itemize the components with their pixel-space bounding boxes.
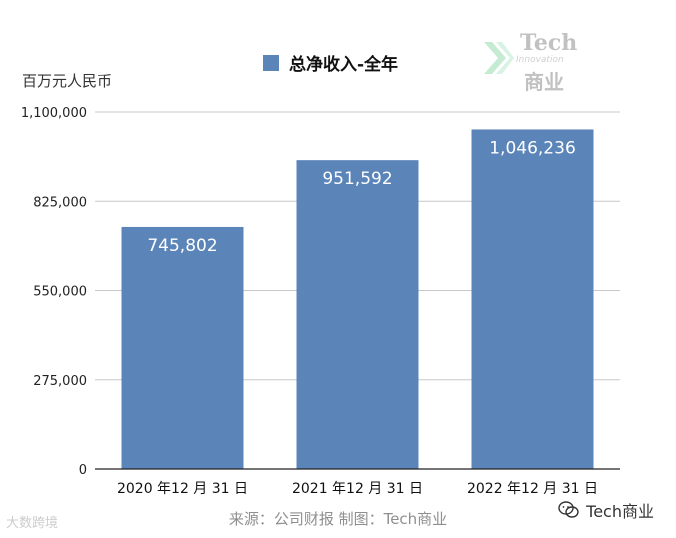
logo-innovation-text: Innovation bbox=[516, 55, 564, 65]
x-tick-label: 2022 年12 月 31 日 bbox=[467, 481, 598, 497]
bar bbox=[121, 226, 244, 469]
y-tick-label: 825,000 bbox=[33, 195, 87, 210]
y-tick-label: 0 bbox=[79, 463, 87, 478]
legend-label: 总净收入-全年 bbox=[289, 55, 399, 75]
y-unit-label: 百万元人民币 bbox=[22, 72, 113, 90]
data-label: 951,592 bbox=[322, 169, 392, 189]
y-tick-label: 1,100,000 bbox=[21, 106, 87, 121]
x-tick-label: 2020 年12 月 31 日 bbox=[117, 481, 248, 497]
x-tick-label: 2021 年12 月 31 日 bbox=[292, 481, 423, 497]
watermark-right-text: Tech商业 bbox=[586, 502, 654, 521]
bar bbox=[296, 160, 419, 469]
legend: 总净收入-全年 bbox=[263, 50, 398, 75]
watermark-right: Tech商业 bbox=[558, 498, 654, 522]
watermark-left: 大数跨境 bbox=[6, 516, 59, 531]
data-label: 1,046,236 bbox=[489, 138, 576, 158]
logo-chevron-icon bbox=[484, 42, 514, 74]
y-tick-label: 550,000 bbox=[33, 285, 87, 300]
tech-logo: Tech Innovation 商业 bbox=[480, 30, 590, 94]
wechat-icon bbox=[558, 501, 579, 518]
source-note: 来源：公司财报 制图：Tech商业 bbox=[228, 510, 448, 528]
legend-swatch bbox=[263, 54, 279, 71]
bar bbox=[471, 129, 594, 470]
logo-cn-text: 商业 bbox=[524, 70, 564, 94]
logo-tech-text: Tech bbox=[520, 30, 578, 56]
y-tick-label: 275,000 bbox=[33, 374, 87, 389]
data-label: 745,802 bbox=[147, 236, 217, 256]
